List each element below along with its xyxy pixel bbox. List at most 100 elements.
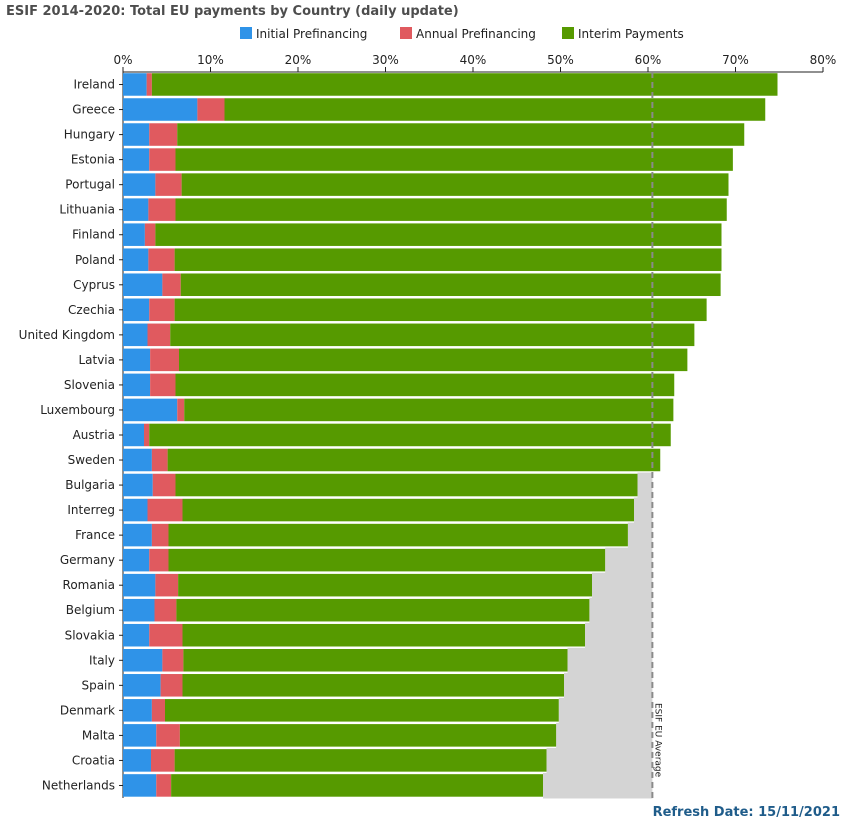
bar-segment (174, 749, 547, 772)
bar-segment (155, 573, 179, 597)
category-label: Luxembourg (40, 403, 115, 417)
bar-segment (123, 749, 151, 772)
bar-segment (144, 223, 156, 246)
below-average-shade (605, 547, 653, 574)
below-average-shade (546, 747, 653, 774)
bar-segment (123, 373, 151, 397)
bar-segment (182, 498, 634, 522)
bar-segment (165, 699, 559, 722)
bar-segment (149, 123, 178, 146)
bar-segment (180, 273, 721, 297)
average-reference-label: ESIF EU Average (652, 703, 662, 778)
below-average-shade (556, 722, 653, 749)
bar-segment (123, 148, 150, 171)
bar-segment (183, 648, 568, 672)
bar-segment (123, 123, 150, 146)
bar-segment (162, 273, 181, 297)
bar-segment (184, 398, 674, 422)
bar-segment (168, 523, 628, 547)
bar-segment (175, 198, 727, 221)
bar-segment (152, 473, 176, 497)
bar-segment (147, 498, 183, 522)
x-tick-label: 40% (460, 53, 487, 67)
bar-segment (123, 548, 150, 572)
bar-segment (177, 398, 185, 422)
bar-segment (171, 774, 543, 797)
bar-segment (151, 523, 169, 547)
bar-segment (167, 448, 661, 472)
bar-segment (162, 648, 184, 672)
category-label: Bulgaria (65, 478, 115, 492)
below-average-shade (634, 497, 653, 524)
bar-segment (123, 573, 156, 597)
category-label: Greece (72, 103, 115, 117)
bar-segment (151, 448, 168, 472)
x-tick-label: 10% (197, 53, 224, 67)
category-label: Netherlands (42, 778, 115, 792)
category-label: Croatia (72, 753, 115, 767)
bar-segment (149, 548, 169, 572)
bar-segment (123, 648, 163, 672)
category-label: Portugal (65, 178, 115, 192)
category-label: Finland (72, 228, 115, 242)
below-average-shade (564, 672, 653, 699)
legend-swatch-3 (562, 27, 574, 39)
bar-segment (148, 198, 176, 221)
bar-segment (150, 348, 179, 372)
bar-segment (149, 423, 671, 447)
bar-segment (123, 598, 155, 622)
bar-segment (123, 298, 150, 322)
category-label: Latvia (78, 353, 115, 367)
bar-segment (151, 699, 165, 722)
category-label: France (75, 528, 115, 542)
bar-segment (179, 724, 557, 747)
category-label: Austria (73, 428, 115, 442)
bar-segment (123, 398, 178, 422)
bar-segment (123, 273, 163, 297)
bar-segment (151, 749, 175, 772)
bar-segment (144, 423, 150, 447)
below-average-shade (543, 772, 653, 799)
bar-segment (155, 223, 722, 246)
refresh-date: Refresh Date: 15/11/2021 (652, 805, 840, 820)
x-tick-label: 0% (113, 53, 132, 67)
bar-segment (123, 448, 152, 472)
bar-segment (150, 373, 176, 397)
bar-segment (179, 348, 688, 372)
x-tick-label: 60% (635, 53, 662, 67)
x-tick-label: 20% (285, 53, 312, 67)
bar-segment (146, 73, 152, 96)
category-label: Czechia (68, 303, 115, 317)
bar-segment (175, 473, 638, 497)
bar-segment (182, 674, 564, 697)
bar-segment (160, 674, 183, 697)
category-label: Hungary (64, 128, 115, 142)
bar-segment (197, 98, 225, 121)
bar-segment (170, 323, 695, 347)
bar-segment (123, 473, 153, 497)
bar-segment (123, 323, 148, 347)
bar-segment (174, 248, 722, 271)
category-label: Spain (81, 678, 115, 692)
bar-segment (123, 498, 148, 522)
below-average-shade (627, 522, 653, 549)
bar-segment (156, 724, 180, 747)
bar-segment (224, 98, 766, 121)
category-label: Cyprus (73, 278, 115, 292)
bar-segment (181, 173, 729, 196)
category-label: Italy (89, 653, 115, 667)
bar-segment (149, 148, 176, 171)
legend-swatch-2 (400, 27, 412, 39)
x-tick-label: 30% (372, 53, 399, 67)
bar-segment (154, 598, 177, 622)
below-average-shade (567, 647, 653, 674)
bar-segment (148, 248, 175, 271)
category-label: United Kingdom (19, 328, 115, 342)
bar-segment (176, 598, 590, 622)
bar-segment (123, 523, 152, 547)
category-label: Malta (82, 728, 115, 742)
below-average-shade (592, 572, 653, 599)
category-label: Slovakia (65, 628, 115, 642)
x-tick-label: 80% (810, 53, 837, 67)
